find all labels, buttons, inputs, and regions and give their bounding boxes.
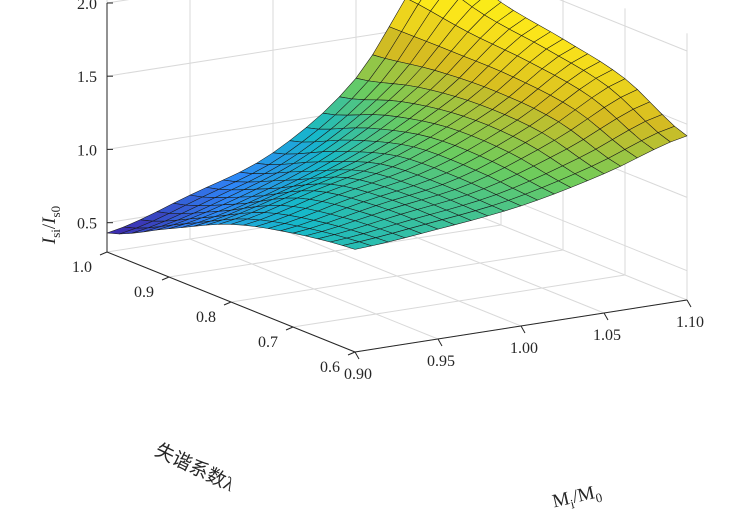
y-axis-title: 失谐系数λ: [152, 439, 239, 496]
y-tick-label: 0.7: [258, 334, 278, 351]
surface-cell: [342, 241, 372, 250]
axes-layer: [99, 2, 692, 360]
y-tick-label: 0.6: [320, 359, 340, 376]
x-tick-label: 1.00: [510, 340, 538, 357]
z-tick-label: 1.5: [77, 69, 97, 86]
x-tick: [437, 338, 443, 347]
y-tick: [99, 251, 108, 256]
x-tick: [603, 312, 609, 321]
back-grid-z: [106, 23, 440, 77]
floor-grid-y: [168, 224, 502, 278]
y-tick: [223, 301, 232, 306]
z-tick-label: 2.0: [77, 0, 97, 13]
z-tick-label: 0.5: [77, 216, 97, 233]
y-tick: [347, 351, 356, 356]
x-tick: [686, 299, 692, 308]
y-tick-label: 1.0: [72, 259, 92, 276]
floor-grid-y: [292, 274, 626, 328]
floor-grid-y: [230, 249, 564, 303]
z-tick-label: 1.0: [77, 142, 97, 159]
y-tick: [161, 276, 170, 281]
tick-labels: 0.90 0.95 1.00 1.05 1.10 0.6 0.7 0.8 0.9 1.0 0.5 1.…: [72, 0, 704, 383]
x-tick-label: 0.95: [427, 353, 455, 370]
surface: [106, 0, 688, 250]
x-tick: [520, 325, 526, 334]
side-grid-z: [559, 0, 688, 52]
x-tick: [354, 351, 360, 360]
y-tick: [285, 326, 294, 331]
z-axis-title: Isi/Is0: [39, 206, 63, 245]
y-tick-label: 0.9: [134, 284, 154, 301]
y-tick-label: 0.8: [196, 309, 216, 326]
x-tick-label: 0.90: [344, 366, 372, 383]
x-tick-label: 1.05: [593, 327, 621, 344]
x-tick-label: 1.10: [676, 314, 704, 331]
x-axis-title: Mi/M0: [550, 481, 603, 515]
